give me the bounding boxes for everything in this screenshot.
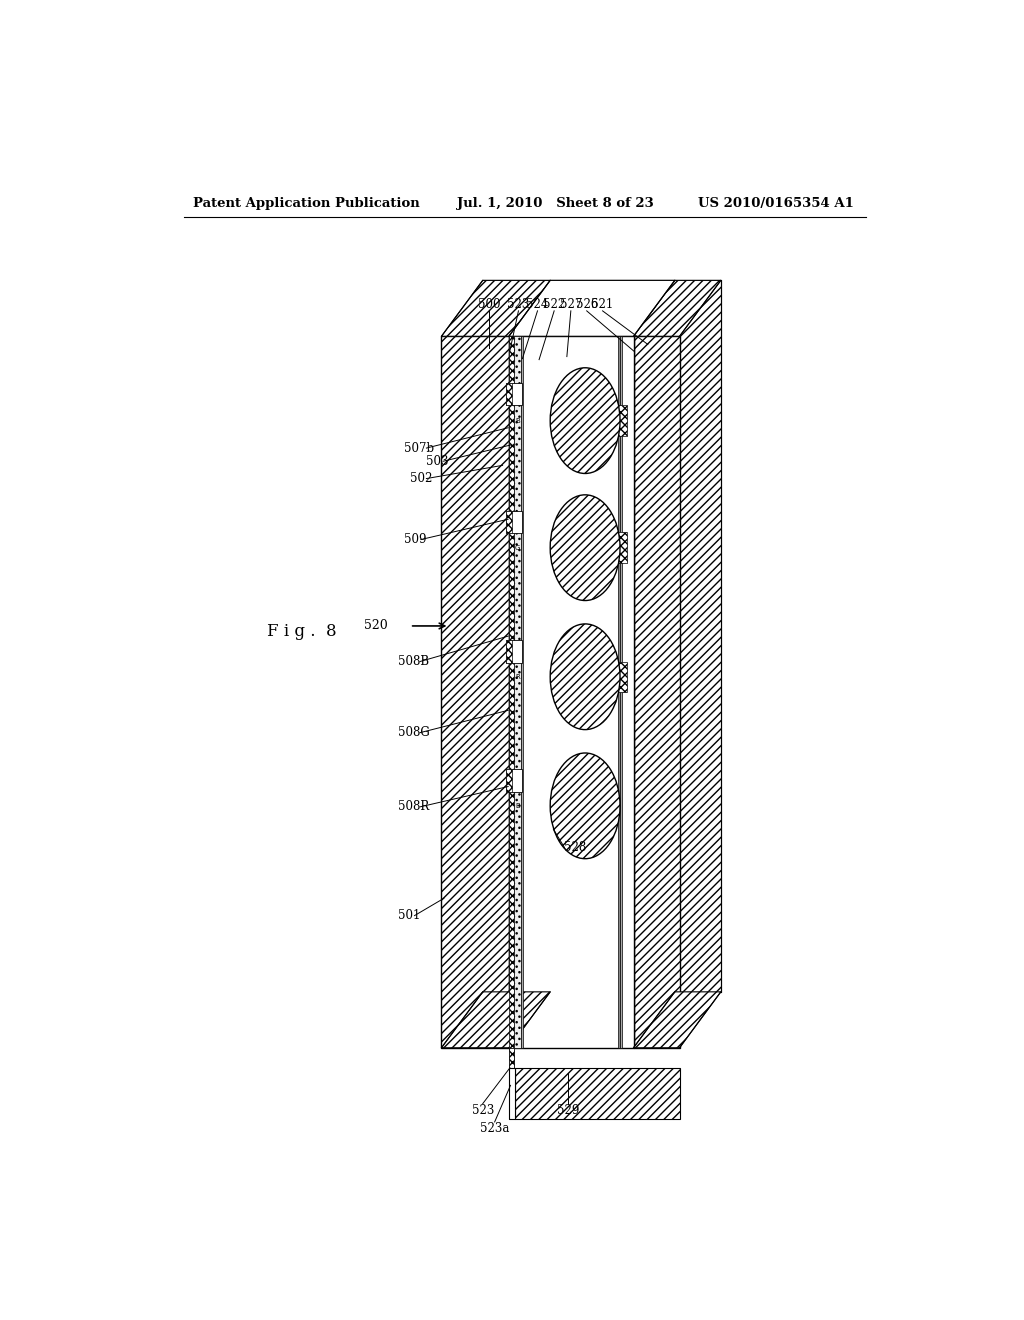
Text: 528: 528 [564, 841, 587, 854]
Polygon shape [634, 280, 721, 337]
Bar [509, 1068, 515, 1119]
Bar [620, 337, 623, 1048]
Bar [617, 405, 627, 436]
Polygon shape [509, 280, 675, 337]
Polygon shape [441, 280, 550, 337]
Text: B: B [515, 417, 519, 424]
Bar [515, 1068, 680, 1119]
Bar [617, 337, 620, 1048]
Text: 509: 509 [404, 533, 427, 546]
Ellipse shape [550, 752, 620, 859]
Bar [509, 337, 634, 1048]
Bar [634, 337, 680, 1048]
Ellipse shape [550, 624, 620, 730]
Text: 529: 529 [557, 1104, 580, 1117]
Polygon shape [675, 280, 721, 991]
Bar [521, 337, 523, 1048]
Bar [506, 770, 512, 792]
Text: 508B: 508B [397, 655, 429, 668]
Text: US 2010/0165354 A1: US 2010/0165354 A1 [697, 197, 854, 210]
Text: 508R: 508R [397, 800, 429, 813]
Bar [509, 1048, 514, 1119]
Text: 520: 520 [365, 619, 388, 632]
Bar [506, 640, 521, 663]
Text: 527: 527 [560, 298, 582, 312]
Text: Jul. 1, 2010   Sheet 8 of 23: Jul. 1, 2010 Sheet 8 of 23 [458, 197, 654, 210]
Text: 523a: 523a [480, 1122, 509, 1135]
Text: B: B [515, 803, 519, 809]
Ellipse shape [550, 495, 620, 601]
Text: 502: 502 [410, 473, 432, 484]
Ellipse shape [550, 368, 620, 474]
Bar [617, 532, 627, 562]
Bar [506, 511, 512, 533]
Polygon shape [550, 280, 675, 991]
Polygon shape [482, 280, 550, 991]
Bar [441, 337, 509, 1048]
Text: 501: 501 [397, 909, 420, 923]
Polygon shape [441, 991, 550, 1048]
Text: G: G [515, 545, 520, 550]
Text: Patent Application Publication: Patent Application Publication [194, 197, 420, 210]
Text: 522: 522 [543, 298, 565, 312]
Bar [617, 661, 627, 692]
Bar [509, 337, 514, 1048]
Text: 526: 526 [575, 298, 598, 312]
Text: 500: 500 [478, 298, 501, 312]
Bar [506, 511, 521, 533]
Text: 523: 523 [471, 1104, 494, 1117]
Text: 524: 524 [526, 298, 549, 312]
Bar [506, 640, 512, 663]
Bar [506, 383, 512, 405]
Text: F i g .  8: F i g . 8 [267, 623, 337, 639]
Text: 523: 523 [507, 298, 529, 312]
Bar [506, 770, 521, 792]
Polygon shape [634, 991, 721, 1048]
Text: 521: 521 [592, 298, 613, 312]
Bar [514, 337, 521, 1048]
Text: R: R [515, 673, 519, 680]
Bar [506, 383, 521, 405]
Text: 508G: 508G [397, 726, 430, 739]
Text: 503: 503 [426, 455, 449, 467]
Text: 507b: 507b [404, 442, 434, 454]
